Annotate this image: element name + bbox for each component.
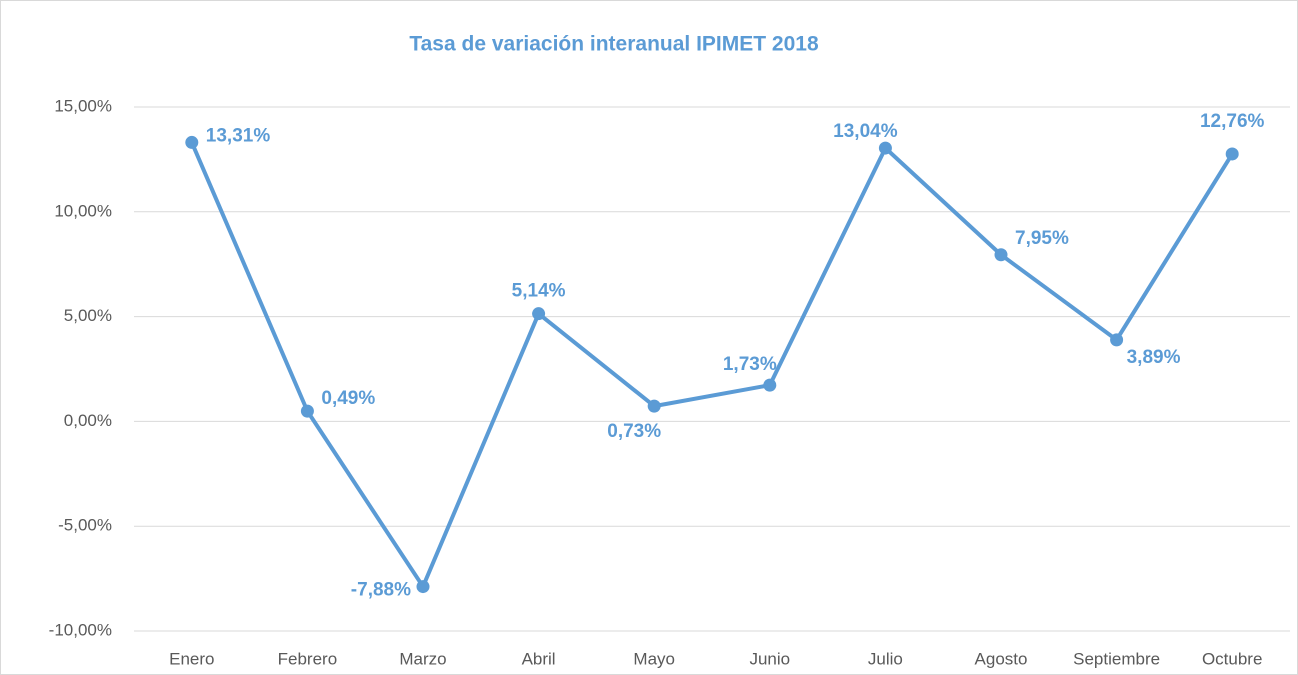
data-label: 13,04%	[833, 121, 898, 142]
x-tick-label: Septiembre	[1073, 649, 1160, 668]
data-label: -7,88%	[351, 580, 411, 601]
marker	[185, 135, 199, 149]
marker	[763, 378, 777, 392]
marker	[647, 399, 661, 413]
data-label: 1,73%	[723, 354, 777, 375]
data-label: 12,76%	[1200, 111, 1265, 132]
data-label: 5,14%	[512, 281, 566, 302]
chart-title: Tasa de variación interanual IPIMET 2018	[409, 33, 819, 56]
line	[189, 141, 1234, 589]
data-label: 3,89%	[1127, 347, 1181, 368]
marker	[878, 141, 892, 155]
x-tick-label: Agosto	[975, 649, 1028, 668]
x-tick-label: Abril	[522, 649, 556, 668]
x-tick-label: Junio	[749, 649, 790, 668]
data-label: 0,73%	[607, 421, 661, 442]
marker	[1225, 147, 1239, 161]
y-tick-label: 5,00%	[64, 306, 112, 325]
marker	[416, 580, 430, 594]
x-tick-label: Febrero	[278, 649, 338, 668]
x-tick-label: Octubre	[1202, 649, 1262, 668]
data-label: 0,49%	[321, 388, 375, 409]
x-tick-label: Enero	[169, 649, 214, 668]
data-label: 13,31%	[206, 125, 271, 146]
y-tick-label: 15,00%	[54, 96, 112, 115]
data-label: 7,95%	[1015, 228, 1069, 249]
x-tick-label: Julio	[868, 649, 903, 668]
marker	[300, 404, 314, 418]
y-tick-label: -10,00%	[49, 620, 112, 639]
marker	[532, 307, 546, 321]
x-tick-label: Mayo	[633, 649, 675, 668]
y-tick-label: 0,00%	[64, 411, 112, 430]
marker	[994, 248, 1008, 262]
x-tick-label: Marzo	[399, 649, 446, 668]
y-tick-label: -5,00%	[58, 516, 112, 535]
marker	[1110, 333, 1124, 347]
y-tick-label: 10,00%	[54, 201, 112, 220]
